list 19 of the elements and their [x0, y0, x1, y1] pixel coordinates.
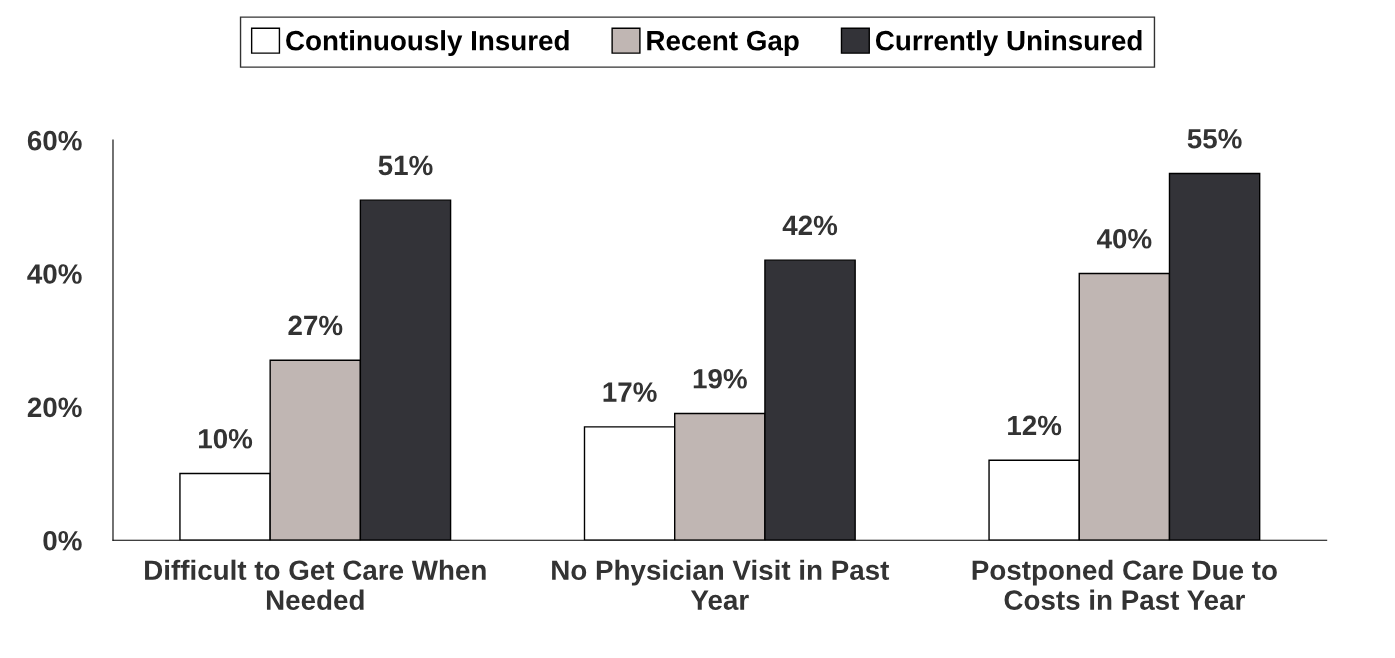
- x-tick-label: Postponed Care Due to Costs in Past Year: [972, 559, 1277, 610]
- data-label: 10%: [199, 428, 253, 449]
- data-label: 55%: [1187, 128, 1242, 149]
- data-label: 17%: [603, 382, 657, 402]
- y-tick-label: 40%: [27, 264, 82, 284]
- y-tick-label: 20%: [27, 397, 82, 418]
- x-tick-label: Difficult to Get Care When Needed: [145, 559, 486, 610]
- data-label: 12%: [1008, 415, 1062, 436]
- data-label: 42%: [782, 215, 838, 236]
- y-tick-label: 0%: [43, 530, 82, 551]
- legend-label: Continuously Insured: [286, 30, 569, 56]
- data-label: 40%: [1096, 228, 1152, 249]
- data-label: 51%: [378, 155, 433, 176]
- legend-label: Currently Uninsured: [875, 30, 1142, 56]
- data-label: 19%: [693, 368, 747, 389]
- legend-label: Recent Gap: [647, 30, 799, 56]
- data-label: 27%: [288, 315, 343, 336]
- y-tick-label: 60%: [27, 130, 82, 151]
- x-tick-label: No Physician Visit in Past Year: [552, 559, 890, 610]
